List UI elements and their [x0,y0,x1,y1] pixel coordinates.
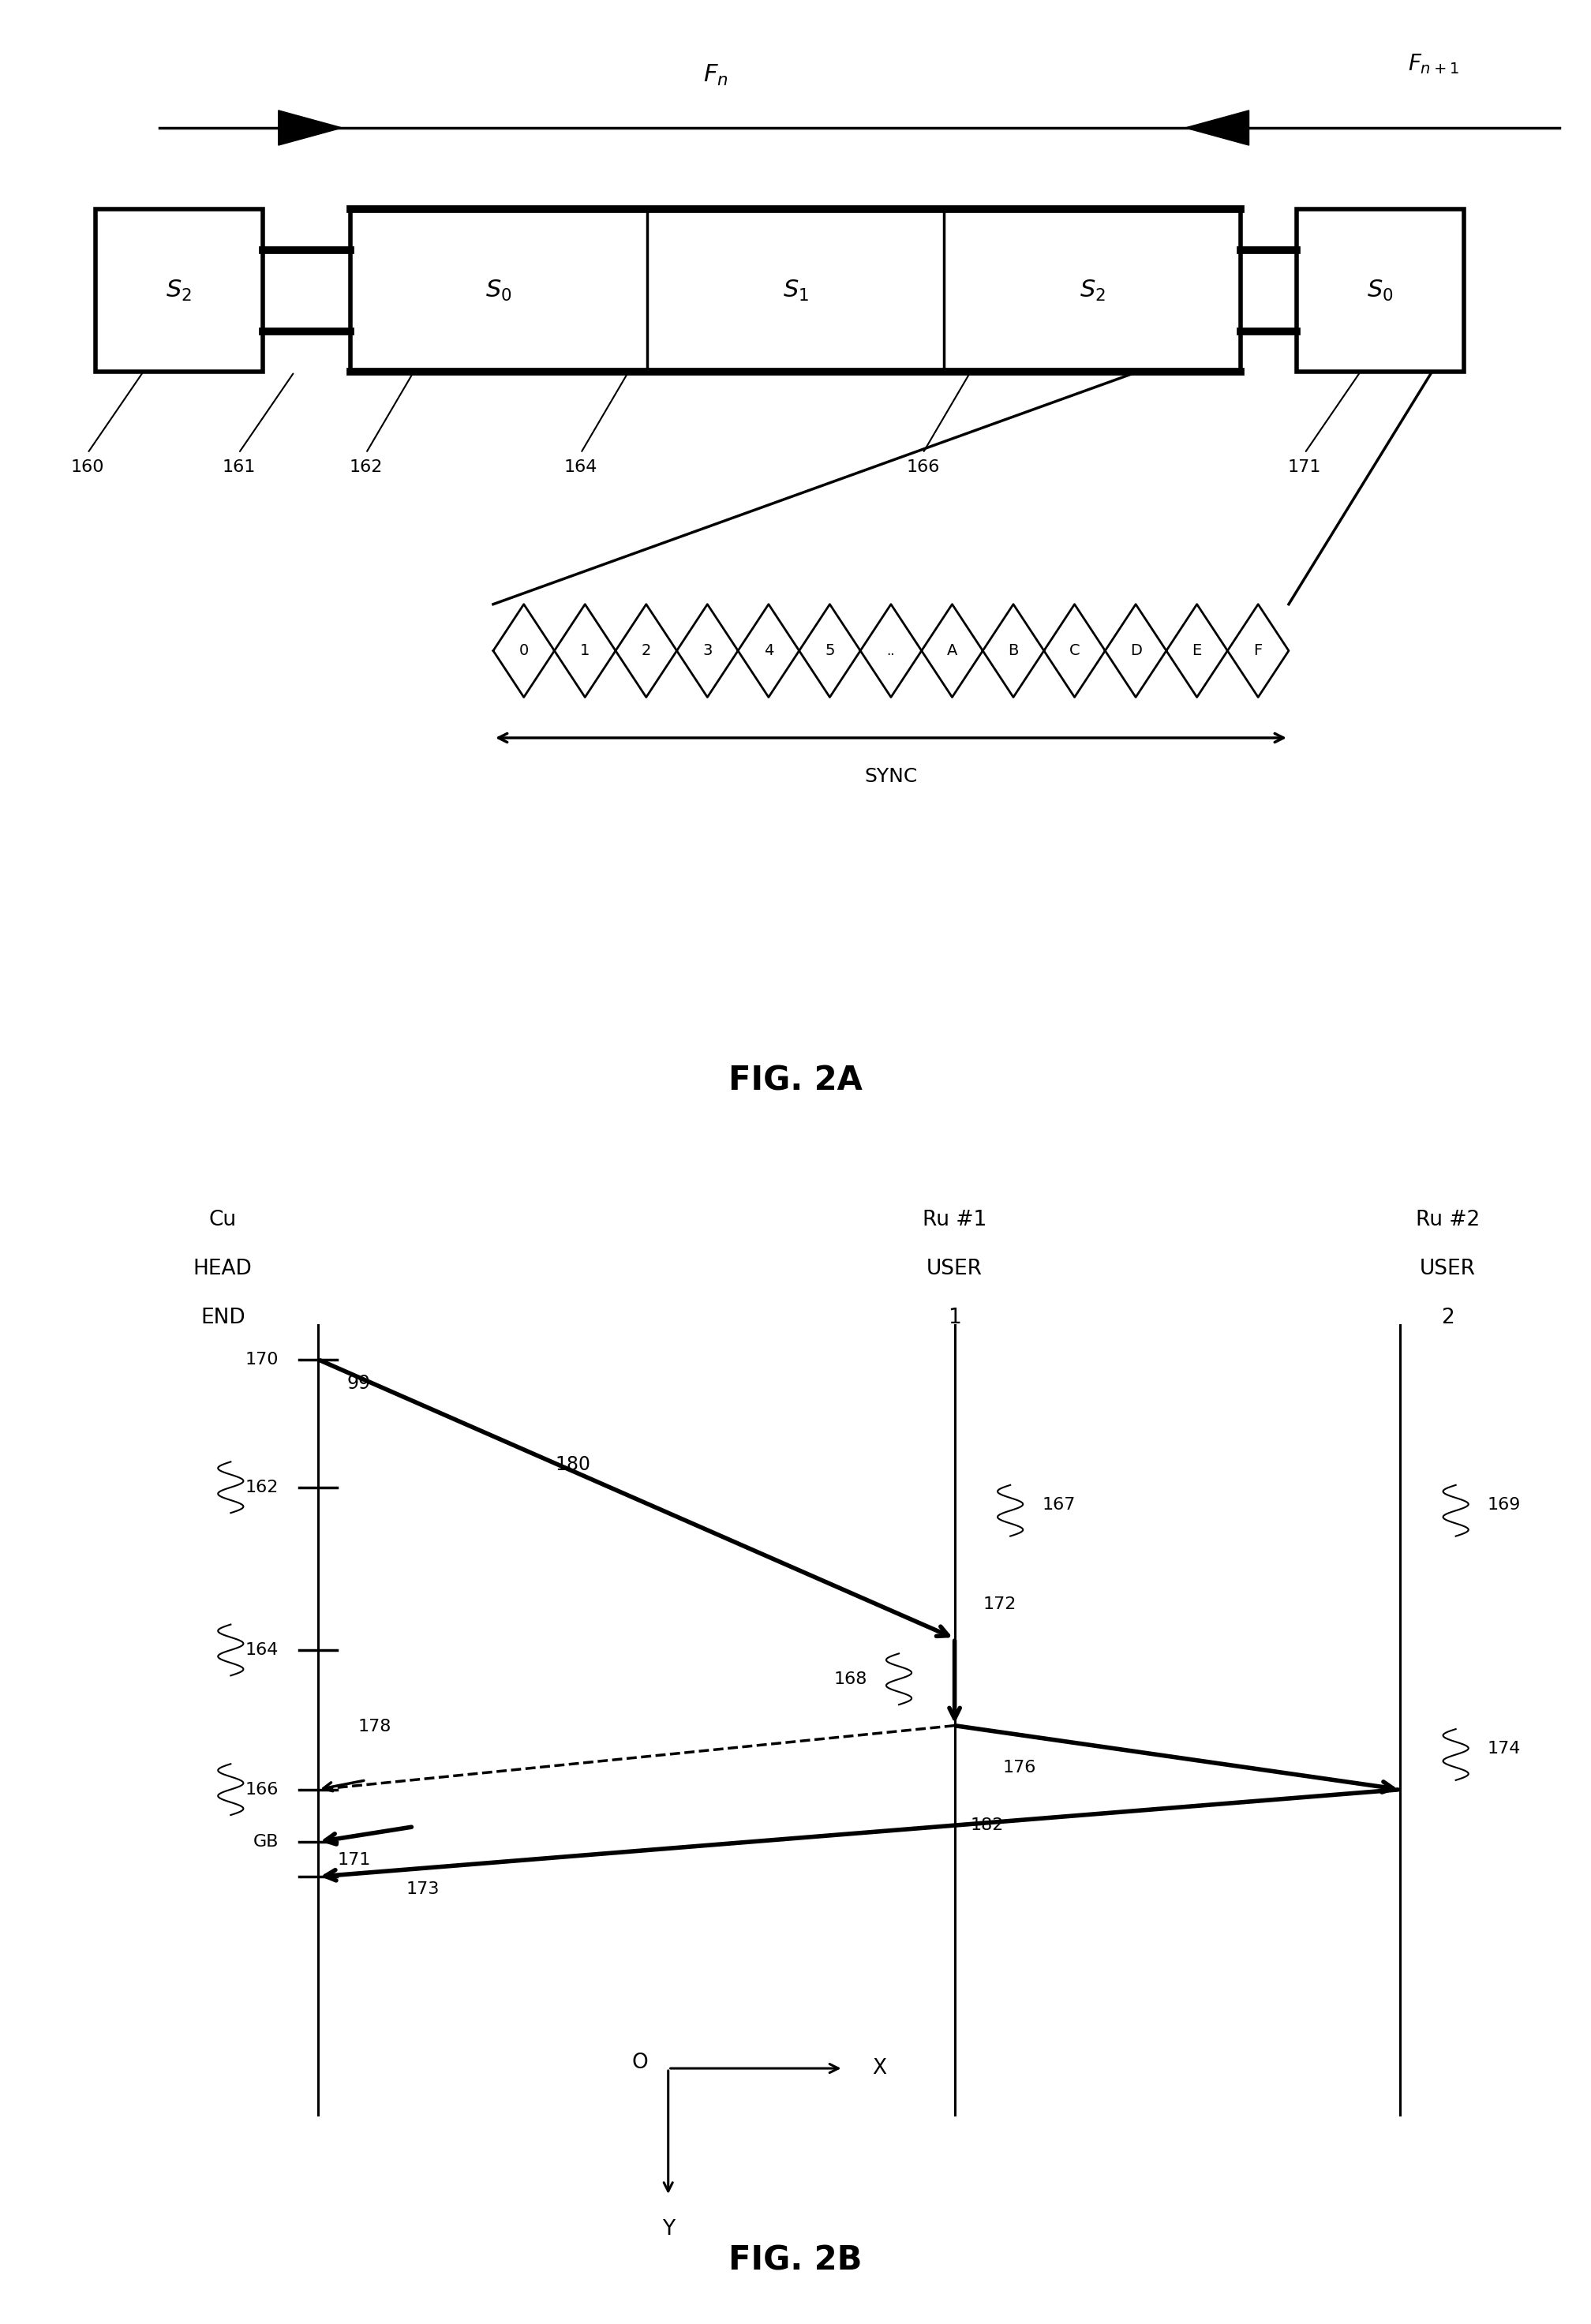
Text: 180: 180 [555,1455,590,1473]
Text: 164: 164 [245,1643,278,1657]
Text: D: D [1130,644,1142,658]
Text: 171: 171 [1287,458,1322,474]
Text: 4: 4 [764,644,773,658]
Text: Ru #1: Ru #1 [923,1211,986,1229]
Text: 162: 162 [245,1480,278,1494]
Text: 160: 160 [70,458,105,474]
Text: 2: 2 [641,644,651,658]
Text: FIG. 2B: FIG. 2B [729,2243,862,2278]
Text: $S_0$: $S_0$ [485,279,512,302]
Text: E: E [1192,644,1201,658]
Text: O: O [632,2052,648,2073]
Text: 164: 164 [563,458,598,474]
Text: 3: 3 [703,644,713,658]
Text: $S_0$: $S_0$ [1367,279,1394,302]
Text: 173: 173 [406,1882,439,1896]
Text: 166: 166 [905,458,940,474]
Bar [95,209,263,372]
Text: 174: 174 [1488,1741,1521,1757]
Text: USER: USER [1419,1260,1476,1278]
Text: 2: 2 [1441,1308,1454,1327]
Text: $S_2$: $S_2$ [1080,279,1106,302]
Text: 5: 5 [824,644,835,658]
Polygon shape [1185,109,1249,144]
Text: 170: 170 [245,1353,278,1367]
Text: FIG. 2A: FIG. 2A [729,1064,862,1097]
Text: 178: 178 [358,1720,391,1734]
Text: $S_2$: $S_2$ [165,279,193,302]
Text: 169: 169 [1488,1497,1521,1513]
Text: $F_{n+1}$: $F_{n+1}$ [1408,51,1459,77]
Text: 168: 168 [834,1671,867,1687]
Text: Ru #2: Ru #2 [1416,1211,1480,1229]
Text: 176: 176 [1002,1759,1036,1776]
Text: Y: Y [662,2219,675,2240]
Text: $S_1$: $S_1$ [783,279,808,302]
Text: END: END [200,1308,245,1327]
Text: C: C [1069,644,1080,658]
Text: B: B [1009,644,1018,658]
Text: USER: USER [926,1260,983,1278]
Text: Cu: Cu [208,1211,237,1229]
Text: $F_n$: $F_n$ [703,63,729,88]
Text: 171: 171 [337,1852,371,1868]
Text: SYNC: SYNC [864,767,918,786]
Text: 166: 166 [245,1783,278,1796]
Text: GB: GB [253,1834,278,1850]
Text: 1: 1 [948,1308,961,1327]
Text: 0: 0 [519,644,528,658]
Text: X: X [872,2059,886,2078]
Text: 161: 161 [221,458,256,474]
Text: HEAD: HEAD [193,1260,253,1278]
Text: 182: 182 [971,1817,1004,1834]
Text: ..: .. [886,644,896,658]
Bar [1297,209,1464,372]
Bar [350,209,1241,372]
Text: A: A [947,644,958,658]
Text: F: F [1254,644,1263,658]
Text: 162: 162 [348,458,383,474]
Text: 167: 167 [1042,1497,1076,1513]
Text: 172: 172 [983,1597,1017,1613]
Text: 99: 99 [347,1373,371,1392]
Polygon shape [278,109,342,144]
Text: 1: 1 [581,644,590,658]
